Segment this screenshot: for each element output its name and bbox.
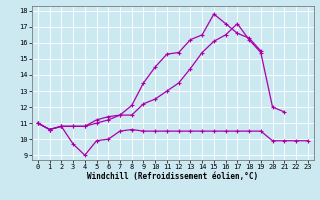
- X-axis label: Windchill (Refroidissement éolien,°C): Windchill (Refroidissement éolien,°C): [87, 172, 258, 181]
